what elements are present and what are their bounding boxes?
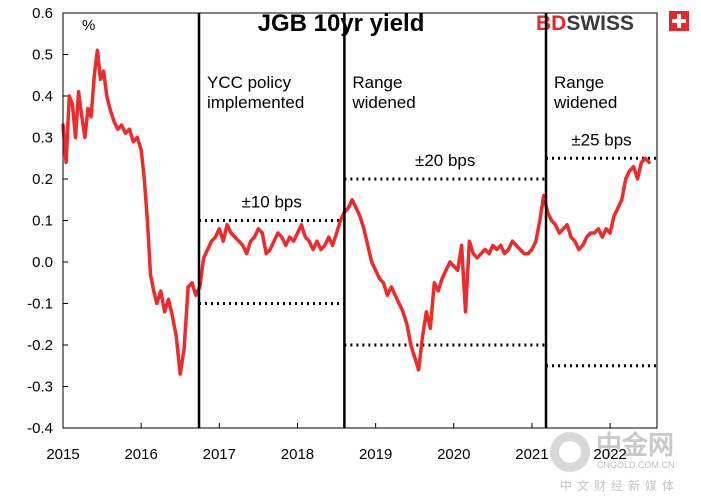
watermark-cn: 中文财经新媒体 (560, 478, 679, 493)
x-tick-label: 2015 (46, 446, 79, 463)
y-tick-label: 0.4 (32, 88, 53, 105)
y-tick-label: -0.3 (27, 379, 53, 396)
y-tick-label: 0.5 (32, 47, 53, 64)
policy-label-line: widened (553, 93, 617, 112)
y-tick-label: 0.0 (32, 254, 53, 271)
watermark: 中金网 CNGOLD.COM.CN 中文财经新媒体 (550, 430, 679, 493)
band-label: ±10 bps (241, 193, 301, 212)
policy-bands: ±10 bps ±20 bps ±25 bps (198, 130, 657, 368)
brand-part-2: SWISS (566, 12, 634, 35)
band-label: ±25 bps (571, 130, 631, 149)
watermark-main: 中金网 (596, 430, 674, 460)
chart-title: JGB 10yr yield (258, 10, 425, 37)
policy-label-line: widened (351, 93, 415, 112)
x-tick-label: 2016 (124, 446, 157, 463)
x-tick-label: 2022 (593, 446, 626, 463)
y-axis-ticks: 0.6 0.5 0.4 0.3 0.2 0.1 0.0 -0.1 -0.2 -0.3 -0.4 (27, 5, 68, 437)
y-axis-label: % (82, 17, 95, 34)
x-axis-ticks: 2015 2016 2017 2018 2019 2020 2021 2022 (46, 423, 627, 463)
watermark-sub: CNGOLD.COM.CN (597, 460, 675, 470)
y-tick-label: -0.4 (27, 420, 53, 437)
svg-text:BDSWISS: BDSWISS (536, 12, 634, 35)
y-tick-label: 0.2 (32, 171, 53, 188)
brand-logo: BDSWISS (536, 11, 689, 35)
y-tick-label: 0.1 (32, 213, 53, 230)
policy-label-line: YCC policy (207, 73, 292, 92)
x-tick-label: 2017 (203, 446, 236, 463)
x-tick-label: 2021 (515, 446, 548, 463)
policy-label-line: implemented (207, 93, 304, 112)
series-line-0 (61, 48, 651, 376)
x-tick-label: 2019 (359, 446, 392, 463)
policy-label-line: Range (554, 73, 604, 92)
series-group (61, 48, 651, 376)
y-tick-label: 0.3 (32, 130, 53, 147)
y-tick-label: -0.2 (27, 337, 53, 354)
x-tick-label: 2020 (437, 446, 470, 463)
policy-lines (197, 13, 548, 428)
policy-label: Range widened (553, 73, 617, 112)
band-label: ±20 bps (415, 151, 475, 170)
y-tick-label: -0.1 (27, 296, 53, 313)
policy-label-line: Range (352, 73, 402, 92)
brand-part-1: BD (536, 12, 566, 35)
policy-label: YCC policy implemented (207, 73, 304, 112)
policy-label: Range widened (351, 73, 415, 112)
watermark-logo-inner (559, 441, 581, 463)
plot-frame (62, 12, 658, 429)
y-tick-label: 0.6 (32, 5, 53, 22)
x-tick-label: 2018 (281, 446, 314, 463)
